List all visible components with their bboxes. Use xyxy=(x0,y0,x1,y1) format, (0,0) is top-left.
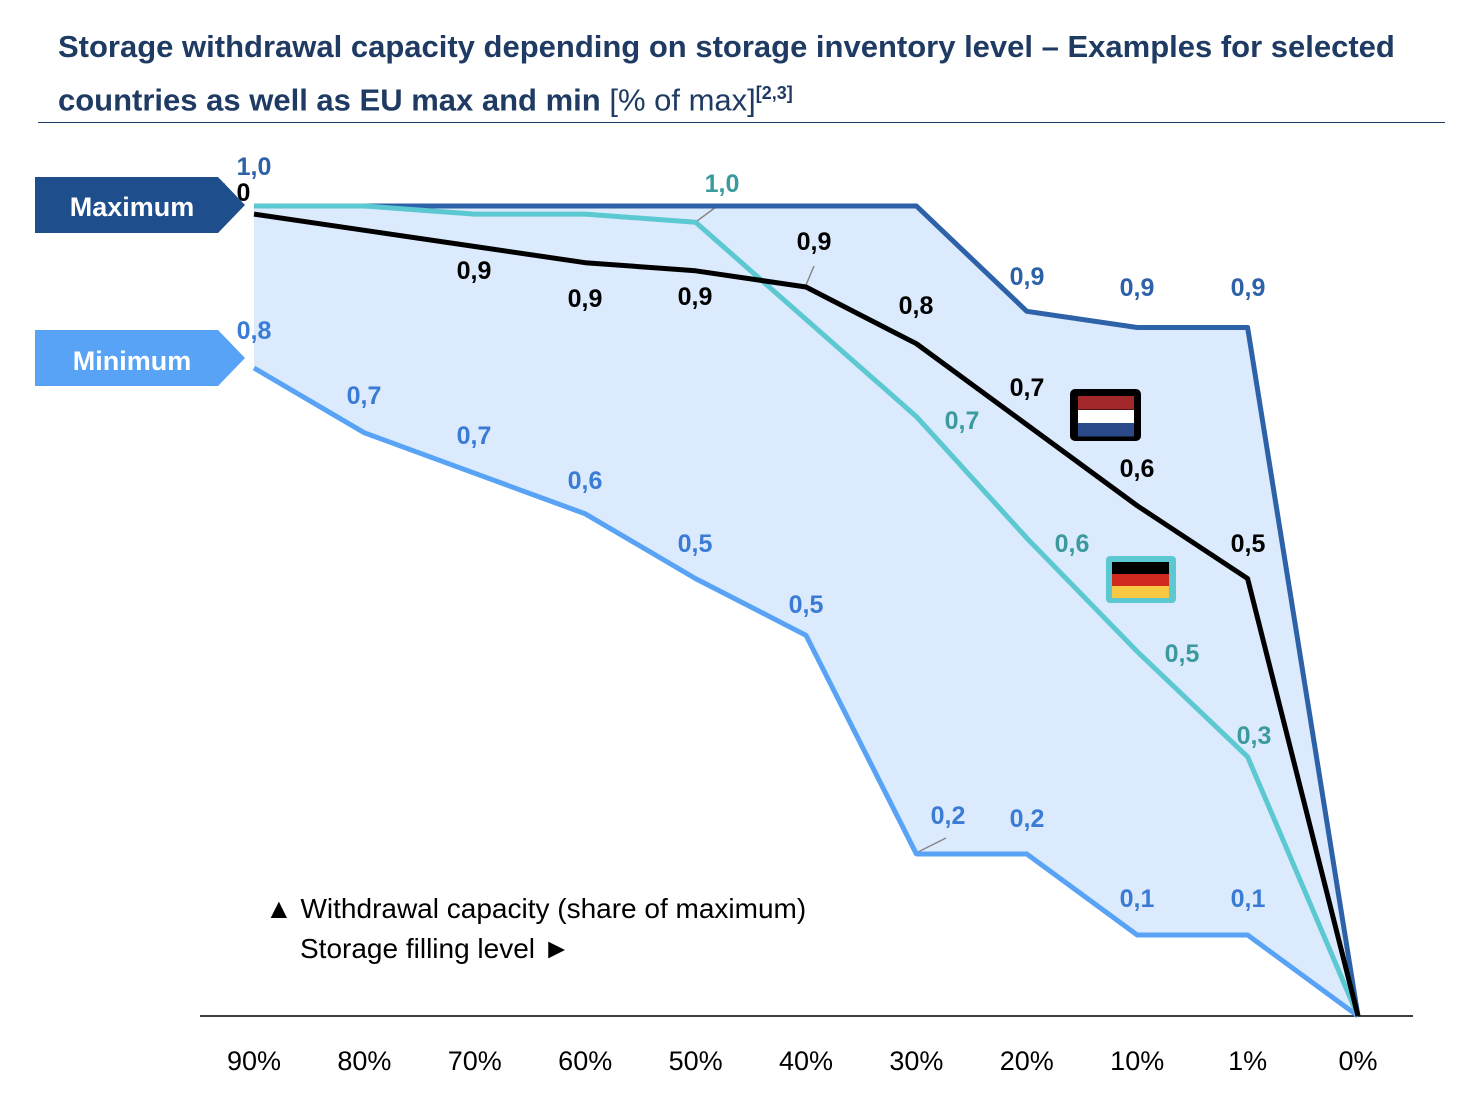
data-label: 0,9 xyxy=(568,285,603,313)
data-label: 0,7 xyxy=(1010,374,1045,402)
x-tick-label: 70% xyxy=(448,1046,502,1076)
leader-line xyxy=(917,837,947,853)
data-label: 0,9 xyxy=(1231,274,1266,302)
x-tick-label: 0% xyxy=(1338,1046,1377,1076)
series-line-maximum xyxy=(254,203,1361,1017)
x-tick-label: 1% xyxy=(1228,1046,1267,1076)
data-label: 0,9 xyxy=(797,228,832,256)
data-label: 0,9 xyxy=(678,283,713,311)
flag-stripe xyxy=(1078,396,1134,410)
data-label: 0,1 xyxy=(1231,885,1266,913)
data-label: 0,6 xyxy=(568,467,603,495)
series-line-netherlands xyxy=(253,211,1361,1017)
x-tick-label: 10% xyxy=(1110,1046,1164,1076)
germany-flag-icon xyxy=(1106,556,1176,603)
data-label: 0,9 xyxy=(1120,274,1155,302)
title-text: Storage withdrawal capacity depending on… xyxy=(58,29,1395,118)
data-label: 0,5 xyxy=(789,591,824,619)
title-unit: [% of max] xyxy=(609,82,756,118)
data-label: 0,5 xyxy=(1165,640,1200,668)
maximum-tag: Maximum xyxy=(35,177,245,233)
leader-line xyxy=(696,206,717,222)
data-label: 0,8 xyxy=(237,317,272,345)
y-axis-hint: ▲ Withdrawal capacity (share of maximum) xyxy=(265,893,807,924)
x-axis-hint: Storage filling level ► xyxy=(300,933,571,964)
x-tick-label: 80% xyxy=(337,1046,391,1076)
data-label: 0,5 xyxy=(1231,530,1266,558)
flag-stripe xyxy=(1078,423,1134,437)
minimum-tag: Minimum xyxy=(35,330,245,386)
data-label: 0,9 xyxy=(457,257,492,285)
series-line-minimum xyxy=(252,365,1360,1019)
series-line-germany xyxy=(254,203,1361,1017)
data-label: 0,3 xyxy=(1237,722,1272,750)
data-label: 0,5 xyxy=(678,530,713,558)
x-tick-label: 30% xyxy=(889,1046,943,1076)
chart-title: Storage withdrawal capacity depending on… xyxy=(58,24,1438,123)
flag-stripe xyxy=(1112,562,1169,574)
data-label: 0,2 xyxy=(1010,805,1045,833)
tag-shape xyxy=(35,177,245,233)
netherlands-flag-icon xyxy=(1070,389,1141,441)
x-tick-label: 40% xyxy=(779,1046,833,1076)
data-label: 1,0 xyxy=(237,153,272,181)
x-tick-label: 50% xyxy=(669,1046,723,1076)
x-tick-label: 90% xyxy=(227,1046,281,1076)
data-label: 0,9 xyxy=(1010,263,1045,291)
title-footnote: [2,3] xyxy=(755,83,793,103)
flag-stripe xyxy=(1112,586,1169,598)
data-label: 0,6 xyxy=(1055,530,1090,558)
data-label: 0,2 xyxy=(931,802,966,830)
leader-line xyxy=(805,265,815,286)
flag-stripe xyxy=(1078,410,1134,424)
data-label: 0,6 xyxy=(1120,455,1155,483)
data-label: 0,8 xyxy=(899,292,934,320)
tag-shape xyxy=(35,330,245,386)
x-tick-label: 20% xyxy=(1000,1046,1054,1076)
data-label: 0,7 xyxy=(945,407,980,435)
data-label: 0,7 xyxy=(347,382,382,410)
title-divider xyxy=(38,122,1445,123)
data-label: 0,7 xyxy=(457,422,492,450)
x-tick-label: 60% xyxy=(558,1046,612,1076)
data-label: 1,0 xyxy=(705,170,740,198)
tag-label: Maximum xyxy=(70,192,195,222)
flag-stripe xyxy=(1112,574,1169,586)
tag-label: Minimum xyxy=(73,346,192,376)
data-label: 0,1 xyxy=(1120,885,1155,913)
